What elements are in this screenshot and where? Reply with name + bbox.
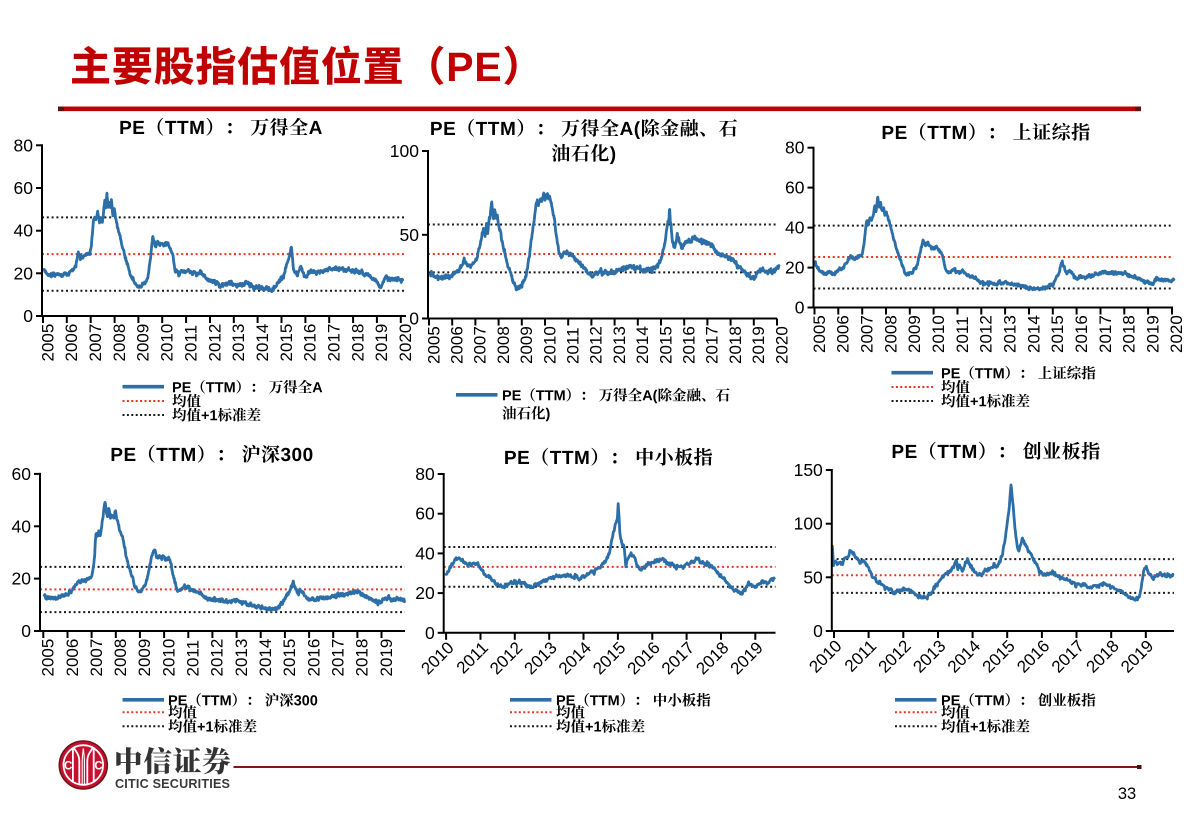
svg-text:20: 20 [12,569,32,589]
svg-text:100: 100 [794,514,823,534]
svg-text:2018: 2018 [353,639,372,677]
svg-text:2005: 2005 [38,324,57,362]
svg-text:0: 0 [23,306,33,326]
svg-text:2019: 2019 [1143,315,1162,353]
svg-text:2009: 2009 [905,315,924,353]
svg-text:50: 50 [803,567,823,587]
svg-text:2010: 2010 [159,639,178,677]
svg-text:C: C [64,761,72,773]
svg-text:2013: 2013 [1000,315,1019,353]
svg-text:0: 0 [813,621,823,641]
svg-text:20: 20 [14,263,34,283]
svg-text:2009: 2009 [517,326,536,364]
svg-text:2018: 2018 [726,326,745,364]
svg-text:2005: 2005 [39,639,58,677]
svg-text:100: 100 [390,141,419,161]
svg-text:2014: 2014 [633,326,652,364]
svg-text:2006: 2006 [63,639,82,677]
svg-text:2017: 2017 [703,326,722,364]
svg-text:2007: 2007 [858,315,877,353]
svg-text:2006: 2006 [834,315,853,353]
svg-text:2008: 2008 [881,315,900,353]
svg-text:2011: 2011 [184,640,203,677]
svg-text:40: 40 [785,218,805,238]
svg-text:2019: 2019 [372,324,391,362]
svg-text:2020: 2020 [1167,315,1186,353]
svg-text:20: 20 [785,258,805,278]
svg-text:2007: 2007 [471,326,490,364]
svg-text:2017: 2017 [1096,315,1115,353]
svg-text:2009: 2009 [134,324,153,362]
svg-text:80: 80 [785,138,805,158]
svg-text:2018: 2018 [348,324,367,362]
svg-text:2018: 2018 [1120,315,1139,353]
svg-text:CITIC SECURITIES: CITIC SECURITIES [115,777,230,791]
svg-text:2011: 2011 [564,327,583,364]
svg-text:150: 150 [794,460,823,480]
svg-text:2006: 2006 [62,324,81,362]
svg-text:2009: 2009 [135,639,154,677]
svg-text:2006: 2006 [448,326,467,364]
svg-text:2011: 2011 [953,316,972,353]
svg-text:2017: 2017 [329,639,348,677]
svg-text:2012: 2012 [977,315,996,353]
svg-text:2008: 2008 [111,639,130,677]
svg-text:0: 0 [409,309,419,329]
svg-text:0: 0 [795,298,805,318]
svg-text:2016: 2016 [301,324,320,362]
svg-text:2012: 2012 [587,326,606,364]
svg-text:40: 40 [415,543,435,563]
svg-text:2010: 2010 [540,326,559,364]
svg-text:2005: 2005 [424,326,443,364]
svg-text:2007: 2007 [87,639,106,677]
svg-text:40: 40 [12,516,32,536]
svg-text:2012: 2012 [208,639,227,677]
svg-text:2019: 2019 [749,326,768,364]
svg-text:2020: 2020 [396,324,415,362]
svg-text:2005: 2005 [810,315,829,353]
svg-text:2016: 2016 [304,639,323,677]
svg-text:33: 33 [1118,785,1136,803]
svg-text:2014: 2014 [256,639,275,677]
svg-text:2017: 2017 [325,324,344,362]
svg-text:2010: 2010 [158,324,177,362]
svg-text:2011: 2011 [181,325,200,362]
svg-text:2015: 2015 [1048,315,1067,353]
svg-text:40: 40 [14,221,34,241]
svg-text:2013: 2013 [232,639,251,677]
svg-text:2007: 2007 [86,324,105,362]
svg-text:0: 0 [21,621,31,641]
svg-text:60: 60 [12,464,32,484]
svg-text:50: 50 [400,225,420,245]
svg-text:2012: 2012 [205,324,224,362]
svg-text:20: 20 [415,583,435,603]
svg-text:2008: 2008 [110,324,129,362]
svg-text:2013: 2013 [610,326,629,364]
svg-text:2019: 2019 [377,639,396,677]
svg-text:0: 0 [425,623,435,643]
svg-text:2016: 2016 [1072,315,1091,353]
svg-text:60: 60 [415,504,435,524]
svg-text:2014: 2014 [1024,315,1043,353]
svg-text:60: 60 [14,178,34,198]
svg-text:2015: 2015 [280,639,299,677]
svg-text:2014: 2014 [253,324,272,362]
svg-text:2016: 2016 [680,326,699,364]
svg-text:2008: 2008 [494,326,513,364]
svg-text:2015: 2015 [656,326,675,364]
svg-text:2020: 2020 [772,326,791,364]
svg-text:60: 60 [785,178,805,198]
svg-text:2010: 2010 [929,315,948,353]
svg-text:C: C [94,761,102,773]
svg-text:80: 80 [415,464,435,484]
svg-text:80: 80 [14,135,34,155]
svg-text:2013: 2013 [229,324,248,362]
svg-text:2015: 2015 [277,324,296,362]
